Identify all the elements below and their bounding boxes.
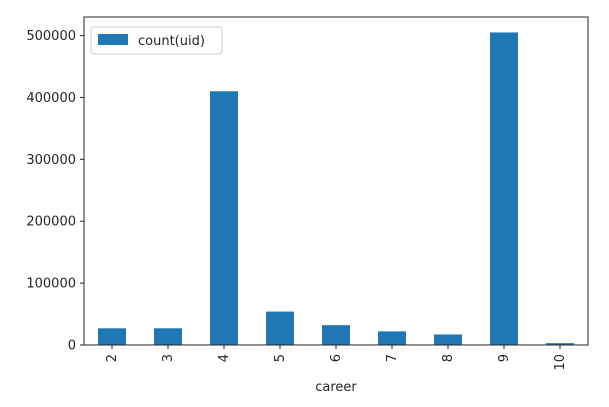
x-tick-label: 4 [217, 354, 232, 362]
bar-career-8 [434, 334, 462, 345]
legend-label: count(uid) [138, 34, 205, 49]
bar-career-9 [490, 32, 518, 345]
x-axis: 2 3 4 5 6 7 8 9 10 [105, 345, 568, 371]
legend-box [90, 26, 223, 55]
x-tick-label: 9 [497, 354, 512, 362]
bars-layer [98, 32, 574, 345]
x-tick-label: 5 [273, 354, 288, 362]
y-axis: 0 100000 200000 300000 400000 500000 [26, 29, 84, 354]
x-axis-label: career [315, 380, 357, 395]
y-tick-label: 400000 [26, 91, 76, 106]
bar-career-2 [98, 328, 126, 345]
bar-career-3 [154, 328, 182, 345]
y-tick-label: 0 [68, 339, 76, 354]
legend: count(uid) [90, 26, 223, 55]
x-tick-label: 10 [553, 354, 568, 371]
x-tick-label: 3 [161, 354, 176, 362]
bar-career-6 [322, 325, 350, 345]
y-tick-label: 300000 [26, 153, 76, 168]
bar-career-5 [266, 311, 294, 345]
legend-swatch [98, 34, 128, 45]
y-tick-label: 200000 [26, 215, 76, 230]
y-tick-label: 500000 [26, 29, 76, 44]
x-tick-label: 6 [329, 354, 344, 362]
y-tick-label: 100000 [26, 277, 76, 292]
bar-career-4 [210, 91, 238, 345]
bar-career-10 [546, 343, 574, 345]
x-tick-label: 8 [441, 354, 456, 362]
x-tick-label: 2 [105, 354, 120, 362]
x-tick-label: 7 [385, 354, 400, 362]
bar-career-7 [378, 331, 406, 345]
